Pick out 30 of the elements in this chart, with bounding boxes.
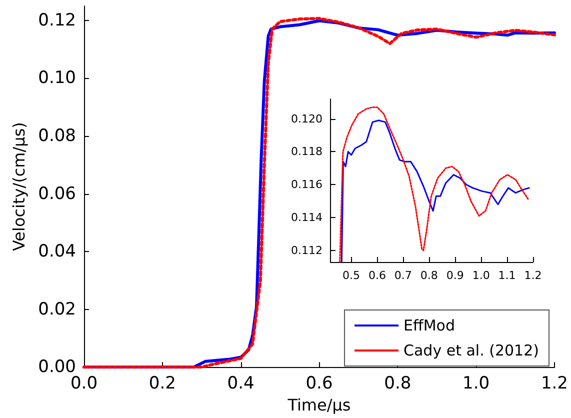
x-tick-label: 0.5 <box>342 269 360 282</box>
y-tick-label: 0.118 <box>290 145 322 158</box>
x-tick-label: 0.0 <box>70 374 98 394</box>
x-tick-label: 0.9 <box>446 269 464 282</box>
x-tick-label: 0.8 <box>384 374 412 394</box>
x-tick-label: 1.2 <box>524 269 542 282</box>
x-tick-label: 0.7 <box>394 269 412 282</box>
y-tick-label: 0.12 <box>38 10 76 30</box>
legend-label: EffMod <box>404 316 455 334</box>
y-tick-label: 0.08 <box>38 126 76 146</box>
x-tick-label: 0.6 <box>368 269 386 282</box>
y-tick-label: 0.10 <box>38 68 76 88</box>
x-tick-label: 0.4 <box>227 374 254 394</box>
y-axis-title: Velocity/(cm/μs) <box>10 122 29 252</box>
x-tick-label: 1.2 <box>540 374 568 394</box>
x-tick-label: 1.0 <box>462 374 490 394</box>
x-tick-label: 1.0 <box>472 269 490 282</box>
x-tick-label: 0.8 <box>420 269 438 282</box>
y-tick-label: 0.116 <box>290 178 322 192</box>
x-tick-label: 1.1 <box>498 269 516 282</box>
y-tick-label: 0.114 <box>290 211 322 224</box>
y-tick-label: 0.04 <box>38 242 76 262</box>
x-tick-label: 0.6 <box>306 374 333 394</box>
y-tick-label: 0.06 <box>38 184 76 204</box>
y-tick-label: 0.112 <box>290 244 322 257</box>
y-tick-label: 0.120 <box>290 112 322 126</box>
x-tick-label: 0.2 <box>148 374 176 394</box>
legend-label: Cady et al. (2012) <box>404 342 539 360</box>
y-tick-label: 0.02 <box>38 299 76 320</box>
x-axis-title: Time/μs <box>286 396 351 414</box>
